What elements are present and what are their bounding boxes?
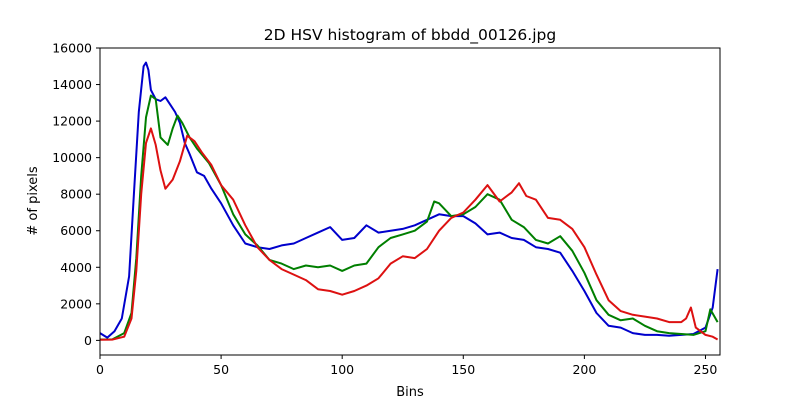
y-tick-label: 0 [84,333,92,348]
plot-frame [99,47,721,356]
series-group [99,61,719,341]
plot-area [99,47,721,356]
x-axis: 0 50 100 150 200 250 [96,355,717,377]
x-tick-label: 250 [694,362,718,377]
series-line-2 [99,127,719,341]
x-tick-label: 50 [213,362,229,377]
y-tick-label: 12000 [52,114,92,129]
x-tick-label: 150 [451,362,475,377]
x-axis-label: Bins [396,385,424,400]
y-axis-label: # of pixels [26,166,41,235]
series-line-1 [100,94,719,341]
x-tick-label: 100 [330,362,354,377]
y-tick-label: 2000 [60,296,92,311]
y-tick-label: 6000 [60,223,92,238]
series-line-0 [99,61,719,339]
y-axis: 0 2000 4000 6000 8000 10000 12000 14000 16000 [52,41,100,348]
x-tick-label: 200 [572,362,596,377]
x-tick-label: 0 [96,362,104,377]
y-tick-label: 4000 [60,260,92,275]
y-tick-label: 16000 [52,41,92,56]
y-tick-label: 14000 [52,77,92,92]
y-tick-label: 10000 [52,150,92,165]
y-tick-label: 8000 [60,187,92,202]
plot-background [100,48,720,355]
chart-title: 2D HSV histogram of bbdd_00126.jpg [264,26,556,45]
